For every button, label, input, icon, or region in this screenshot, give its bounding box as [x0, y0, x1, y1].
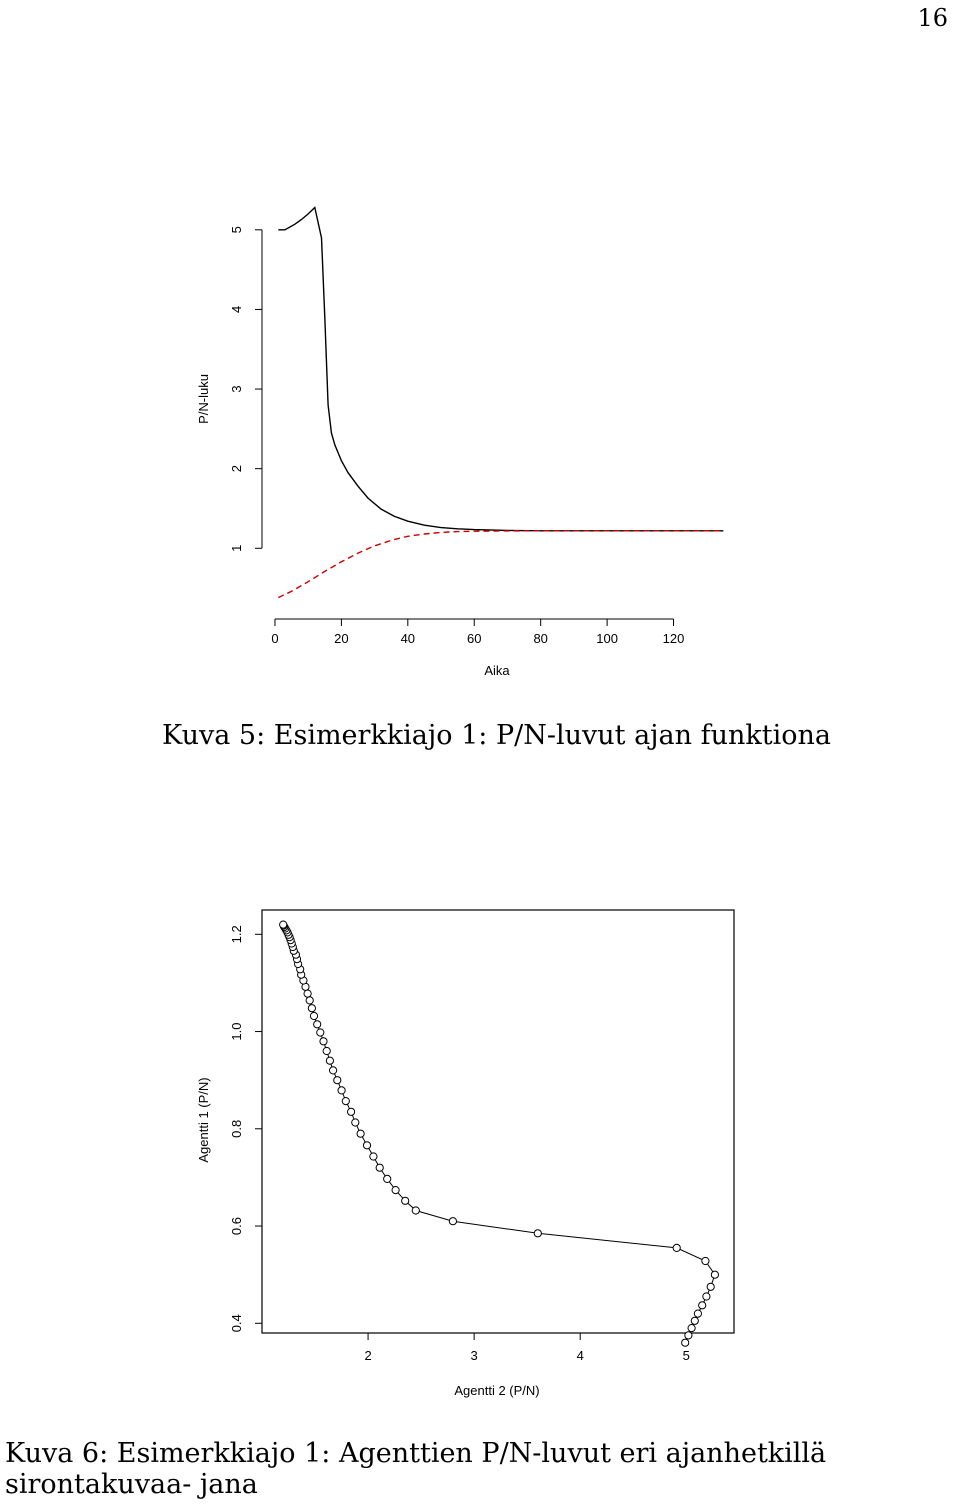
- figure6-plot-box: [261, 909, 735, 1334]
- figure6-point: [279, 920, 288, 929]
- figure6-point: [401, 1196, 410, 1205]
- figure6-point: [701, 1256, 710, 1266]
- figure6-tick-labels: 2 3 4 5 0.4 0.6 0.8 1.0 1.2: [229, 925, 690, 1363]
- figure5-x-tick-label: 40: [401, 631, 415, 646]
- figure6-point: [307, 1004, 316, 1013]
- figure6-point: [710, 1270, 720, 1279]
- figure6-point: [693, 1309, 703, 1318]
- figure6-point: [702, 1292, 711, 1301]
- figure6-point: [319, 1037, 328, 1046]
- figure5-y-tick-label: 2: [229, 465, 244, 472]
- figure6-x-axis-label: Agentti 2 (P/N): [454, 1383, 539, 1398]
- figure5-x-tick-label: 100: [596, 631, 618, 646]
- figure5-series-dashed-line: [278, 530, 724, 599]
- figure6-x-tick-label: 5: [683, 1348, 690, 1363]
- figure6-y-axis-label: Agentti 1 (P/N): [196, 1077, 211, 1162]
- figure6-x-tick-label: 2: [364, 1348, 371, 1363]
- figure5-y-axis-label: P/N-luku: [196, 374, 211, 424]
- figure6-point: [375, 1163, 384, 1172]
- figure6-point: [325, 1056, 334, 1065]
- figure6-point: [362, 1141, 372, 1150]
- figure6-point: [347, 1107, 356, 1116]
- figure6-point: [316, 1028, 325, 1037]
- figure6-point: [329, 1066, 338, 1075]
- figure6-y-tick-label: 0.4: [229, 1314, 244, 1332]
- figure5-y-tick-label: 4: [229, 306, 244, 313]
- figure6-y-tick-label: 0.6: [229, 1217, 244, 1235]
- figure5-tick-labels: 0 20 40 60 80 100 120 1 2 3 4 5: [229, 226, 684, 646]
- figure6-point: [533, 1229, 542, 1238]
- figure6-point: [690, 1316, 699, 1325]
- figure6-connecting-line: [282, 924, 716, 1343]
- figure5-x-tick-label: 120: [663, 631, 685, 646]
- figure5-axes: [255, 229, 675, 626]
- figure6-point: [706, 1282, 715, 1291]
- figure6-point: [684, 1331, 693, 1340]
- figure6-point: [687, 1324, 696, 1333]
- figure5-y-tick-label: 1: [229, 545, 244, 552]
- figure5-series: [278, 206, 724, 599]
- figure6-point: [341, 1097, 350, 1106]
- figure6-y-tick-label: 1.0: [229, 1023, 244, 1041]
- page-number: 16: [917, 4, 948, 32]
- figure6-point: [351, 1118, 360, 1127]
- figure6-point: [322, 1046, 331, 1056]
- figure5-x-tick-label: 80: [533, 631, 547, 646]
- figure5-caption: Kuva 5: Esimerkkiajo 1: P/N-luvut ajan f…: [162, 720, 831, 751]
- figure5-x-tick-label: 60: [467, 631, 481, 646]
- figure5-series-solid-line: [278, 206, 724, 532]
- figure6-point: [333, 1076, 342, 1085]
- figure6-point: [672, 1243, 681, 1252]
- figure6-x-tick-label: 4: [577, 1348, 584, 1363]
- figure6-point: [411, 1206, 420, 1215]
- figure6-point: [309, 1011, 319, 1021]
- figure6-point: [681, 1338, 690, 1347]
- figure6-point: [391, 1186, 400, 1195]
- figure6-point: [448, 1217, 457, 1226]
- figure6-point: [313, 1020, 322, 1029]
- figure6-point: [305, 996, 314, 1005]
- figure6-point: [337, 1086, 346, 1095]
- figure6-point: [383, 1174, 392, 1183]
- figure5-x-tick-label: 20: [334, 631, 348, 646]
- figure6-caption: Kuva 6: Esimerkkiajo 1: Agenttien P/N-lu…: [5, 1438, 827, 1500]
- figure6-point: [369, 1152, 378, 1161]
- figure5-y-tick-label: 3: [229, 385, 244, 392]
- figure6-point: [303, 989, 312, 998]
- figure5-y-tick-label: 5: [229, 226, 244, 233]
- figure5-x-tick-label: 0: [271, 631, 278, 646]
- figure5-x-axis-label: Aika: [484, 663, 510, 678]
- figure6-x-tick-label: 3: [471, 1348, 478, 1363]
- figure6-point: [698, 1301, 707, 1310]
- figure6-point: [356, 1129, 365, 1138]
- figure6-axes: [255, 933, 687, 1340]
- figure6-y-tick-label: 1.2: [229, 925, 244, 943]
- figure6-series: [279, 920, 720, 1347]
- figure6-y-tick-label: 0.8: [229, 1120, 244, 1138]
- figure5-line-chart: 0 20 40 60 80 100 120 1 2 3 4 5 Aika P/N-luku: [196, 206, 724, 678]
- figure6-scatter-plot: 2 3 4 5 0.4 0.6 0.8 1.0 1.2 Agentti 2 (P/N) Agen…: [196, 909, 735, 1398]
